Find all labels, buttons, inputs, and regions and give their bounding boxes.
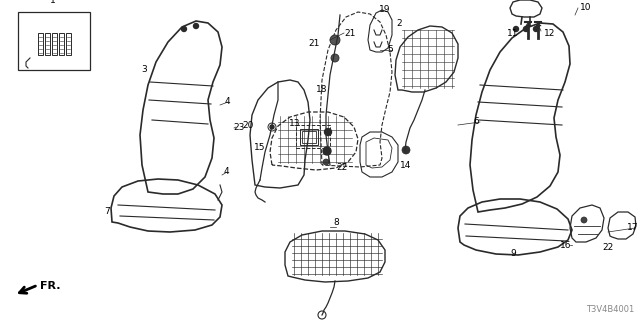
Circle shape	[534, 27, 538, 31]
Text: 8: 8	[333, 218, 339, 227]
Circle shape	[270, 125, 274, 129]
Text: 5: 5	[387, 45, 393, 54]
Text: 13: 13	[289, 119, 300, 129]
Circle shape	[323, 159, 329, 165]
Bar	[66, 33, 71, 55]
Bar	[38, 33, 43, 55]
Circle shape	[330, 35, 340, 45]
Text: 22: 22	[337, 164, 348, 172]
Text: 15: 15	[253, 143, 265, 153]
Bar	[45, 33, 50, 55]
Circle shape	[581, 217, 587, 223]
Bar	[300, 129, 318, 145]
Circle shape	[513, 27, 518, 31]
Text: 20: 20	[243, 121, 254, 130]
Text: 22: 22	[602, 244, 613, 252]
Text: 18: 18	[316, 84, 328, 93]
Text: 4: 4	[224, 167, 230, 177]
Text: 16: 16	[559, 241, 571, 250]
Text: 9: 9	[510, 249, 516, 258]
Bar	[296, 125, 330, 148]
Text: 4: 4	[225, 98, 230, 107]
Text: 19: 19	[379, 5, 390, 14]
Bar	[52, 33, 57, 55]
Text: 1: 1	[50, 0, 56, 5]
Text: 2: 2	[396, 19, 402, 28]
Text: FR.: FR.	[40, 281, 61, 291]
Text: 21: 21	[308, 38, 320, 47]
Text: 21: 21	[344, 28, 355, 37]
Text: 14: 14	[400, 161, 412, 170]
Circle shape	[193, 23, 198, 28]
Text: 10: 10	[580, 4, 591, 12]
Text: 6: 6	[473, 117, 479, 126]
Text: 7: 7	[104, 207, 110, 217]
Bar	[18, 12, 90, 70]
Circle shape	[331, 54, 339, 62]
Text: T3V4B4001: T3V4B4001	[586, 305, 634, 314]
Bar	[59, 33, 64, 55]
Text: 12: 12	[544, 28, 556, 37]
Circle shape	[402, 146, 410, 154]
Circle shape	[324, 129, 332, 135]
Circle shape	[182, 27, 186, 31]
Circle shape	[323, 147, 331, 155]
Bar	[302, 131, 316, 143]
Text: 11: 11	[506, 28, 518, 37]
Text: 23: 23	[233, 123, 244, 132]
Circle shape	[524, 27, 529, 31]
Text: 17: 17	[627, 223, 638, 233]
Text: 3: 3	[141, 66, 147, 75]
